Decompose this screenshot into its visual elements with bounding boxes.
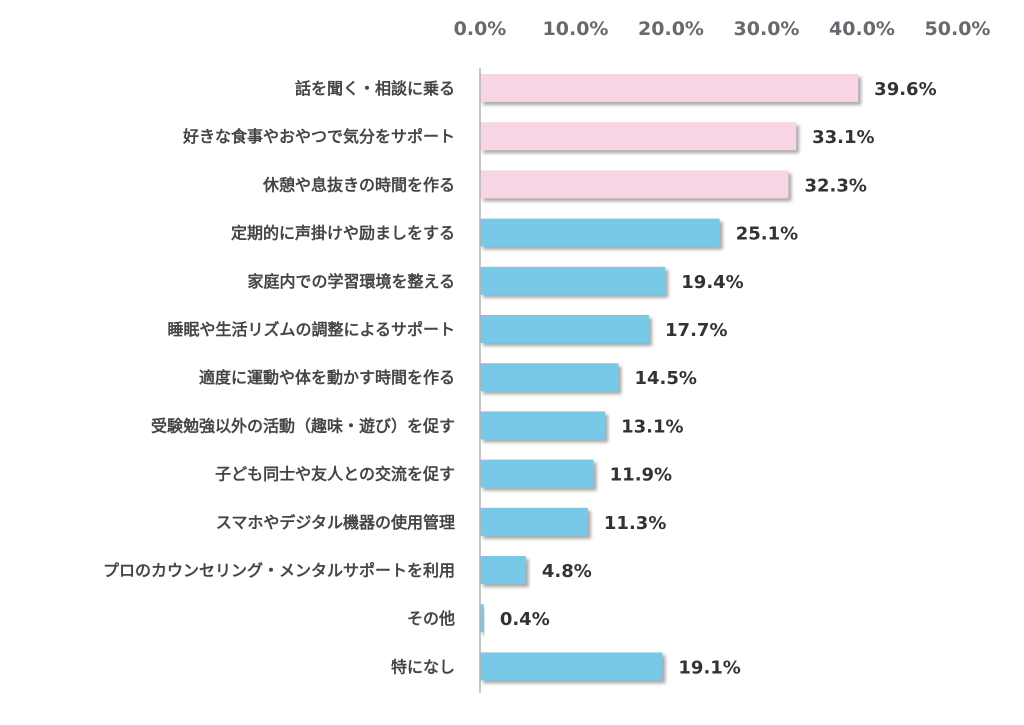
category-label: 特になし [391, 657, 455, 676]
category-label: 子ども同士や友人との交流を促す [215, 465, 455, 484]
bar [480, 218, 720, 247]
category-label: 睡眠や生活リズムの調整によるサポート [167, 320, 455, 339]
bar [480, 170, 789, 199]
bar [480, 604, 484, 633]
bar [480, 652, 663, 681]
bar [480, 74, 859, 102]
value-label: 25.1% [736, 224, 798, 245]
category-label: 休憩や息抜きの時間を作る [262, 175, 455, 194]
value-label: 33.1% [812, 127, 874, 148]
x-tick-label: 20.0% [638, 18, 704, 40]
category-label: 定期的に声掛けや励ましをする [230, 224, 455, 243]
bar [480, 122, 797, 151]
value-label: 11.3% [604, 513, 666, 534]
bar [480, 556, 526, 584]
bar [480, 411, 606, 440]
value-label: 0.4% [500, 609, 550, 630]
x-tick-label: 30.0% [734, 18, 800, 40]
bar [480, 459, 594, 488]
x-tick-label: 10.0% [543, 18, 609, 40]
category-label: 適度に運動や体を動かす時間を作る [199, 368, 455, 387]
value-label: 32.3% [804, 175, 866, 196]
x-tick-label: 50.0% [925, 18, 991, 40]
value-label: 19.4% [681, 272, 743, 293]
bar [480, 315, 650, 343]
bar [480, 507, 588, 536]
bar [480, 363, 619, 392]
x-tick-label: 40.0% [829, 18, 895, 40]
value-label: 19.1% [678, 657, 740, 678]
category-label: 好きな食事やおやつで気分をサポート [182, 127, 455, 146]
bar [480, 266, 666, 295]
value-label: 14.5% [634, 368, 696, 389]
category-label: スマホやデジタル機器の使用管理 [216, 513, 455, 532]
category-label: その他 [407, 609, 455, 628]
category-label: 話を聞く・相談に乗る [295, 79, 455, 98]
value-label: 39.6% [874, 79, 936, 100]
value-label: 11.9% [610, 465, 672, 486]
value-label: 4.8% [542, 561, 592, 582]
category-label: プロのカウンセリング・メンタルサポートを利用 [103, 561, 455, 580]
value-label: 13.1% [621, 416, 683, 437]
x-tick-label: 0.0% [454, 18, 507, 40]
value-label: 17.7% [665, 320, 727, 341]
category-label: 家庭内での学習環境を整える [247, 272, 455, 291]
category-label: 受験勉強以外の活動（趣味・遊び）を促す [151, 416, 455, 435]
